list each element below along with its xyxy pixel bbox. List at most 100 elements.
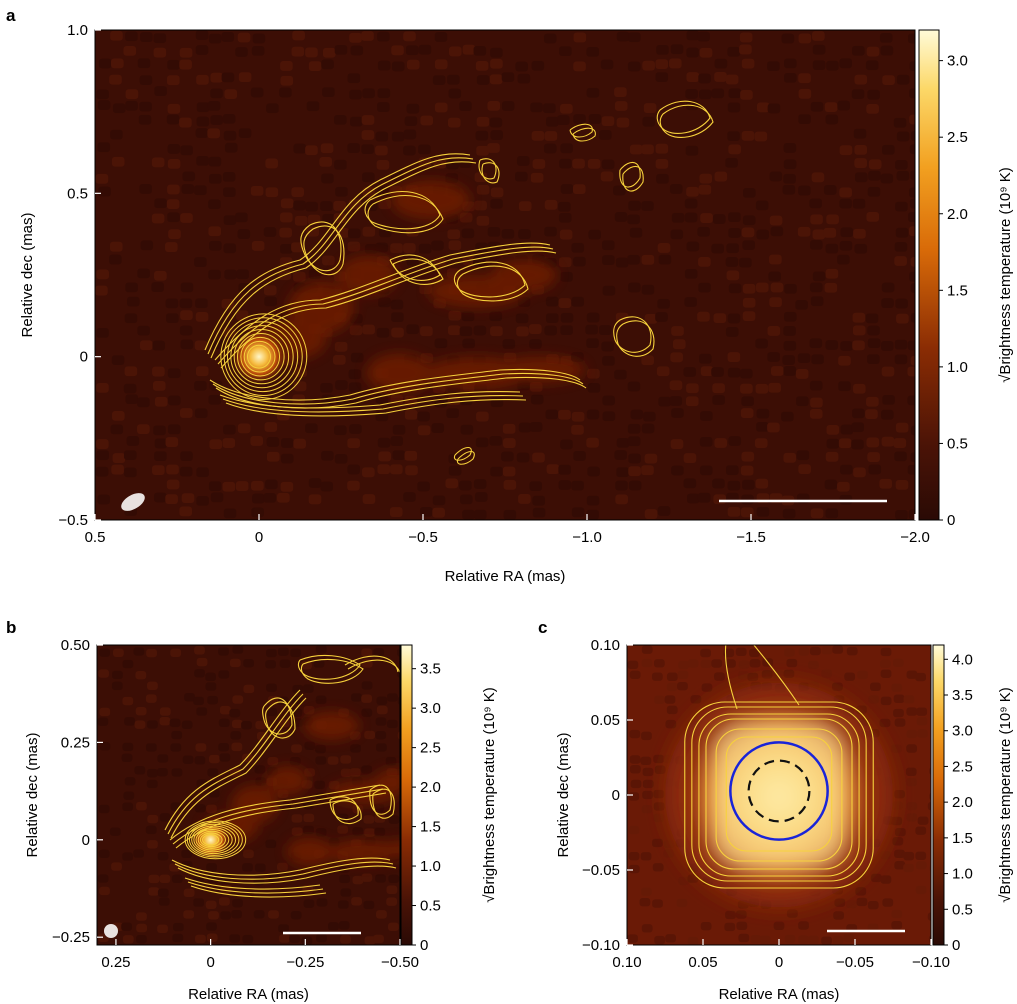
noise-cell xyxy=(739,258,752,268)
noise-cell xyxy=(602,255,615,265)
noise-cell xyxy=(197,117,210,127)
noise-cell xyxy=(782,34,795,44)
noise-cell xyxy=(281,438,294,448)
noise-cell xyxy=(738,934,749,942)
noise-cell xyxy=(784,670,795,678)
colorbar-label: √Brightness temperature (10⁹ K) xyxy=(997,687,1014,903)
noise-cell xyxy=(405,465,418,475)
noise-cell xyxy=(728,368,741,378)
noise-cell xyxy=(322,256,335,266)
noise-cell xyxy=(127,436,140,446)
noise-cell xyxy=(798,353,811,363)
noise-cell xyxy=(713,494,726,504)
noise-cell xyxy=(490,130,503,140)
noise-cell xyxy=(571,481,584,491)
noise-cell xyxy=(99,805,110,813)
colorbar-tick-label: 2.0 xyxy=(952,794,973,811)
noise-cell xyxy=(840,145,853,155)
noise-cell xyxy=(571,243,584,253)
noise-cell xyxy=(333,355,346,365)
noise-cell xyxy=(571,297,584,307)
noise-cell xyxy=(572,159,585,169)
noise-cell xyxy=(197,658,208,666)
noise-cell xyxy=(403,243,416,253)
x-tick-label: 0 xyxy=(775,954,783,971)
noise-cell xyxy=(194,756,205,764)
noise-cell xyxy=(477,75,490,85)
noise-cell xyxy=(908,340,921,350)
noise-cell xyxy=(906,707,917,715)
noise-cell xyxy=(769,297,782,307)
noise-cell xyxy=(690,695,701,703)
noise-cell xyxy=(697,32,710,42)
noise-cell xyxy=(725,158,738,168)
x-tick-label: 0.05 xyxy=(688,954,717,971)
noise-cell xyxy=(628,454,641,464)
noise-cell xyxy=(349,369,362,379)
noise-cell xyxy=(813,60,826,70)
noise-cell xyxy=(152,465,165,475)
noise-cell xyxy=(377,102,390,112)
noise-cell xyxy=(642,117,655,127)
noise-cell xyxy=(158,889,169,897)
noise-cell xyxy=(301,936,312,944)
jet-blob xyxy=(374,769,420,793)
noise-cell xyxy=(181,339,194,349)
noise-cell xyxy=(641,887,652,895)
noise-cell xyxy=(615,212,628,222)
noise-cell xyxy=(195,804,206,812)
noise-cell xyxy=(462,228,475,238)
noise-cell xyxy=(124,717,135,725)
noise-cell xyxy=(239,128,252,138)
noise-cell xyxy=(825,283,838,293)
noise-cell xyxy=(630,671,641,679)
noise-cell xyxy=(113,103,126,113)
noise-cell xyxy=(907,367,920,377)
noise-cell xyxy=(196,496,209,506)
noise-cell xyxy=(656,144,669,154)
noise-cell xyxy=(586,510,599,520)
noise-cell xyxy=(252,241,265,251)
noise-cell xyxy=(894,438,907,448)
noise-cell xyxy=(571,352,584,362)
noise-cell xyxy=(544,227,557,237)
noise-cell xyxy=(782,355,795,365)
noise-cell xyxy=(897,171,910,181)
noise-cell xyxy=(405,116,418,126)
noise-cell xyxy=(700,213,713,223)
noise-cell xyxy=(314,781,325,789)
noise-cell xyxy=(475,492,488,502)
noise-cell xyxy=(264,227,277,237)
noise-cell xyxy=(533,159,546,169)
noise-cell xyxy=(97,717,108,725)
noise-cell xyxy=(209,755,220,763)
noise-cell xyxy=(516,313,529,323)
noise-cell xyxy=(206,805,217,813)
noise-cell xyxy=(170,743,181,751)
noise-cell xyxy=(658,506,671,516)
noise-cell xyxy=(404,451,417,461)
colorbar-tick-label: 0 xyxy=(947,512,955,529)
noise-cell xyxy=(334,115,347,125)
noise-cell xyxy=(112,157,125,167)
noise-cell xyxy=(670,352,683,362)
noise-cell xyxy=(586,338,599,348)
noise-cell xyxy=(642,924,653,932)
noise-cell xyxy=(138,58,151,68)
noise-cell xyxy=(642,805,653,813)
noise-cell xyxy=(335,454,348,464)
noise-cell xyxy=(853,313,866,323)
noise-cell xyxy=(183,756,194,764)
noise-cell xyxy=(757,507,770,517)
noise-cell xyxy=(617,32,630,42)
noise-cell xyxy=(906,813,917,821)
noise-cell xyxy=(170,649,181,657)
noise-cell xyxy=(628,466,641,476)
noise-cell xyxy=(122,852,133,860)
noise-cell xyxy=(573,184,586,194)
noise-cell xyxy=(686,187,699,197)
noise-cell xyxy=(573,61,586,71)
noise-cell xyxy=(146,649,157,657)
noise-cell xyxy=(868,171,881,181)
noise-cell xyxy=(768,383,781,393)
